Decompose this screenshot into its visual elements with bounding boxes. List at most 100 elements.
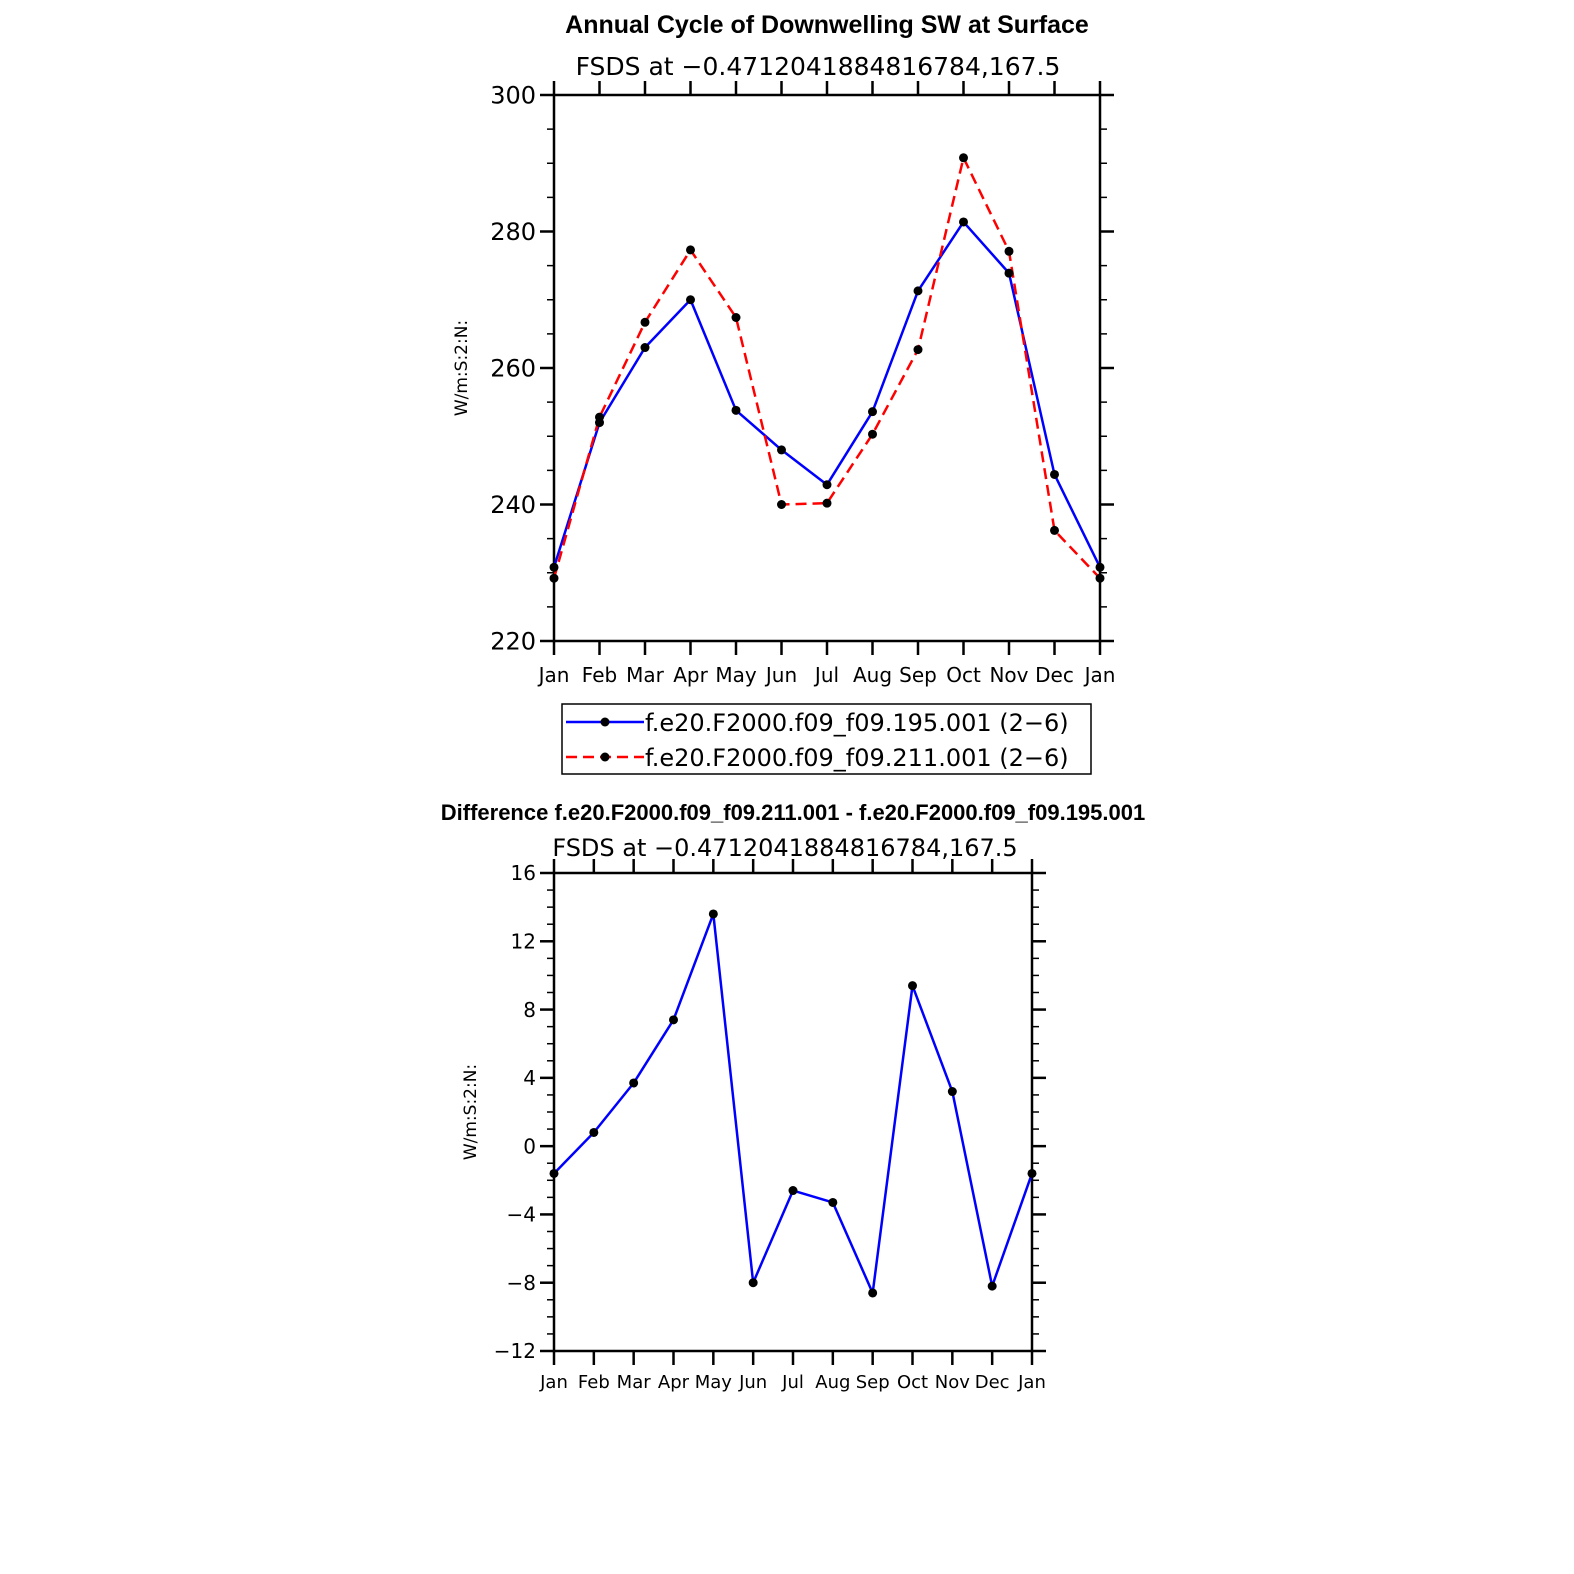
data-point-series-1 — [1027, 1168, 1037, 1178]
x-tick-label: Apr — [658, 1372, 690, 1393]
data-point-series-1 — [589, 1127, 599, 1137]
x-tick-label: Feb — [578, 1372, 610, 1393]
data-point-series-2 — [731, 312, 741, 322]
data-point-series-1 — [549, 562, 559, 572]
data-point-series-2 — [1004, 246, 1014, 256]
y-tick-label: 8 — [523, 998, 536, 1022]
data-point-series-1 — [868, 1288, 878, 1298]
data-point-series-1 — [777, 445, 786, 455]
series-line-2 — [552, 156, 1101, 580]
x-tick-label: Aug — [853, 663, 892, 687]
data-point-series-2 — [686, 245, 695, 255]
y-tick-label: −12 — [494, 1339, 536, 1363]
data-point-series-1 — [908, 981, 917, 991]
x-tick-label: Nov — [989, 663, 1028, 687]
chart-2-title: Difference f.e20.F2000.f09_f09.211.001 -… — [441, 800, 1145, 825]
x-tick-label: Jun — [738, 1372, 767, 1393]
y-tick-label: 240 — [490, 491, 536, 519]
chart-1-y-ticks: 220 240 260 280 300 — [490, 82, 1114, 656]
data-point-series-2 — [868, 429, 877, 439]
chart-1-title: Annual Cycle of Downwelling SW at Surfac… — [565, 11, 1089, 39]
x-tick-label: Oct — [946, 663, 981, 687]
difference-chart: Difference f.e20.F2000.f09_f09.211.001 -… — [441, 800, 1145, 1393]
chart-2-x-ticks: Jan Feb Mar Apr May Jun Jul Aug Sep Oct Nov Dec Jan — [539, 859, 1046, 1393]
data-point-series-2 — [549, 573, 559, 583]
legend-marker-series-2 — [600, 752, 610, 762]
chart-1-x-ticks: Jan Feb Mar Apr May Jun Jul Aug Sep Oct Nov Dec Jan — [537, 81, 1116, 687]
chart-1-legend: f.e20.F2000.f09_f09.195.001 (2−6) f.e20.… — [561, 703, 1092, 775]
data-point-series-1 — [731, 405, 741, 415]
data-point-series-1 — [828, 1197, 838, 1207]
x-tick-label: Jul — [781, 1372, 804, 1393]
data-point-series-1 — [947, 1087, 957, 1097]
data-point-series-2 — [1050, 525, 1059, 535]
y-tick-label: 220 — [490, 628, 536, 656]
y-tick-label: 12 — [511, 929, 536, 953]
data-point-series-1 — [549, 1168, 559, 1178]
data-point-series-1 — [748, 1278, 758, 1288]
data-point-series-2 — [595, 412, 604, 422]
x-tick-label: Apr — [673, 663, 708, 687]
data-point-series-2 — [959, 153, 968, 163]
x-tick-label: Dec — [1035, 663, 1074, 687]
x-tick-label: Jun — [764, 663, 797, 687]
x-tick-label: Dec — [975, 1372, 1010, 1393]
x-tick-label: Aug — [815, 1372, 850, 1393]
y-tick-label: 260 — [490, 355, 536, 383]
x-tick-label: Nov — [935, 1372, 970, 1393]
x-tick-label: Feb — [582, 663, 617, 687]
x-tick-label: Sep — [856, 1372, 890, 1393]
x-tick-label: Sep — [899, 663, 937, 687]
series-line-1 — [552, 220, 1102, 568]
y-tick-label: 16 — [511, 861, 536, 885]
data-point-series-1 — [959, 217, 968, 227]
x-tick-label: Jan — [539, 1372, 568, 1393]
y-tick-label: 300 — [490, 82, 536, 110]
data-point-series-1 — [788, 1186, 798, 1196]
chart-2-subtitle: FSDS at −0.4712041884816784,167.5 — [552, 834, 1017, 862]
x-tick-label: Mar — [617, 1372, 652, 1393]
y-tick-label: 4 — [523, 1066, 536, 1090]
chart-1-plot-frame — [552, 93, 1102, 643]
data-point-series-1 — [708, 909, 718, 919]
y-tick-label: −8 — [507, 1271, 536, 1295]
x-tick-label: May — [695, 1372, 733, 1393]
annual-cycle-chart: Annual Cycle of Downwelling SW at Surfac… — [452, 11, 1116, 775]
chart-2-plot-frame — [552, 871, 1034, 1353]
x-tick-label: May — [715, 663, 757, 687]
data-point-series-1 — [1050, 469, 1059, 479]
y-tick-label: 280 — [490, 218, 536, 246]
data-point-series-1 — [822, 480, 832, 490]
data-point-series-1 — [640, 343, 650, 353]
x-tick-label: Oct — [897, 1372, 928, 1393]
data-point-series-2 — [822, 498, 832, 508]
chart-2-y-ticks: −12 −8 −4 0 4 8 12 16 — [494, 861, 1046, 1363]
data-point-series-1 — [629, 1078, 639, 1088]
series-line-1 — [553, 912, 1034, 1295]
data-point-series-1 — [987, 1281, 997, 1291]
chart-1-subtitle: FSDS at −0.4712041884816784,167.5 — [576, 52, 1061, 81]
data-point-series-2 — [777, 500, 786, 509]
y-tick-label: 0 — [523, 1134, 536, 1158]
data-point-series-1 — [868, 407, 877, 417]
x-tick-label: Jan — [537, 663, 570, 687]
chart-2-ylabel: W/m:S:2:N: — [461, 1064, 481, 1160]
y-tick-label: −4 — [507, 1203, 536, 1227]
data-point-series-2 — [640, 317, 650, 327]
data-point-series-2 — [913, 345, 923, 355]
chart-1-ylabel: W/m:S:2:N: — [452, 320, 472, 416]
chart-1-series — [549, 153, 1105, 583]
data-point-series-1 — [913, 286, 923, 296]
x-tick-label: Jan — [1083, 663, 1116, 687]
data-point-series-1 — [686, 295, 695, 305]
data-point-series-1 — [1004, 268, 1014, 278]
data-point-series-1 — [669, 1015, 678, 1025]
legend-marker-series-1 — [600, 717, 610, 727]
data-point-series-2 — [1095, 573, 1105, 583]
chart-2-series — [549, 909, 1037, 1298]
legend-box — [561, 703, 1092, 775]
legend-label-series-1: f.e20.F2000.f09_f09.195.001 (2−6) — [645, 709, 1069, 737]
x-tick-label: Jan — [1017, 1372, 1046, 1393]
legend-label-series-2: f.e20.F2000.f09_f09.211.001 (2−6) — [645, 744, 1069, 772]
